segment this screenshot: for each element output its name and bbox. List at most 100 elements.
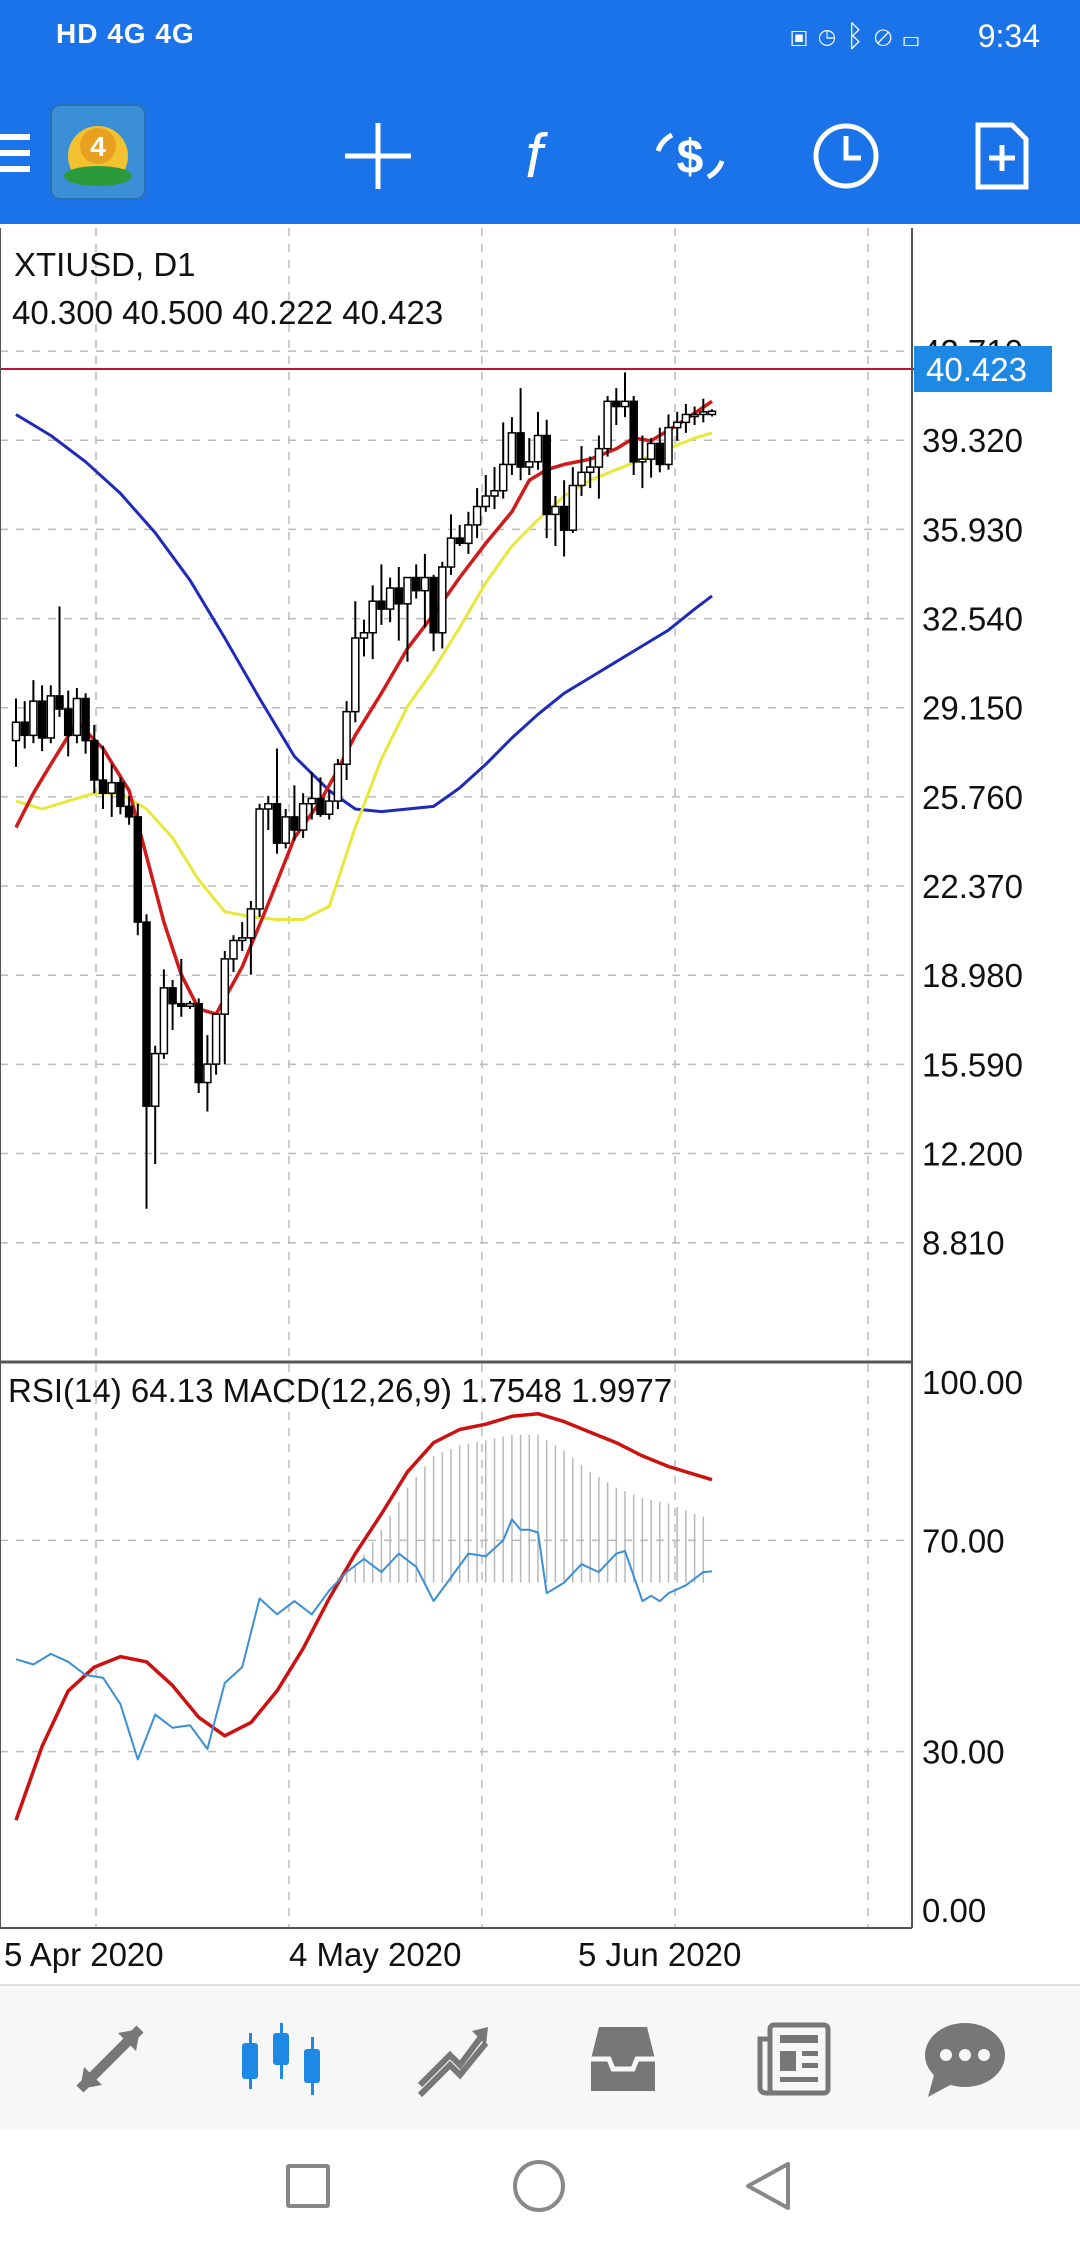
- price-tick-label: 29.150: [922, 690, 1023, 727]
- candle-body: [464, 524, 473, 545]
- chart-icon[interactable]: [231, 2014, 331, 2104]
- candle-body: [577, 471, 586, 487]
- candle-body: [672, 421, 682, 429]
- candle-body: [316, 797, 325, 815]
- candle-body: [603, 400, 612, 450]
- candle-body: [681, 413, 691, 424]
- status-bar: HD 4G 4G ▣◷ᛒ⊘▭ 9:34: [0, 0, 1080, 80]
- candle-body: [307, 797, 317, 805]
- candle-body: [81, 697, 90, 742]
- candle-body: [272, 802, 282, 844]
- candle-body: [446, 537, 456, 568]
- metatrader-logo[interactable]: 4: [50, 104, 146, 200]
- candle-body: [63, 708, 73, 737]
- chart-area[interactable]: 42.71039.32035.93032.54029.15025.76022.3…: [0, 224, 1080, 1984]
- candle-body: [411, 576, 421, 592]
- candle-body: [342, 710, 351, 766]
- candle-body: [168, 987, 177, 1005]
- candle-body: [533, 434, 543, 463]
- price-tick-label: 15.590: [922, 1046, 1023, 1083]
- back-button[interactable]: [742, 2160, 794, 2217]
- quotes-icon[interactable]: [60, 2014, 160, 2104]
- recents-button[interactable]: [286, 2164, 330, 2208]
- mid-moving-average: [15, 431, 713, 921]
- candle-body: [377, 600, 386, 610]
- crosshair-icon[interactable]: [338, 116, 418, 196]
- candle-body: [133, 816, 143, 923]
- candle-body: [359, 632, 369, 639]
- price-tick-label: 18.980: [922, 957, 1023, 994]
- price-chart[interactable]: 42.71039.32035.93032.54029.15025.76022.3…: [0, 224, 1080, 1984]
- candle-body: [699, 411, 708, 416]
- ohlc-label: 40.300 40.500 40.222 40.423: [12, 294, 443, 331]
- candle-body: [507, 432, 517, 466]
- candle-body: [107, 781, 116, 794]
- candle-body: [11, 721, 21, 742]
- candle-body: [229, 939, 238, 960]
- candle-body: [612, 400, 621, 408]
- indicator-tick-label: 100.00: [922, 1364, 1023, 1401]
- candle-body: [72, 697, 82, 737]
- candle-body: [664, 426, 673, 466]
- candle-body: [498, 463, 508, 492]
- candle-body: [142, 921, 151, 1107]
- indicators-icon[interactable]: f: [494, 116, 574, 196]
- network-status: HD 4G 4G: [56, 18, 195, 49]
- candle-body: [211, 1013, 221, 1065]
- candle-body: [37, 700, 47, 739]
- messages-icon[interactable]: [915, 2014, 1015, 2104]
- history-icon[interactable]: [573, 2014, 673, 2104]
- candle-body: [177, 1002, 186, 1007]
- date-tick-label: 5 Apr 2020: [4, 1936, 164, 1973]
- rsi-line: [15, 1518, 713, 1761]
- candle-body: [368, 600, 377, 634]
- battery-icon: ▭: [902, 20, 930, 53]
- candle-body: [46, 695, 56, 739]
- status-icons: ▣◷ᛒ⊘▭: [790, 20, 930, 54]
- candle-body: [333, 763, 343, 802]
- candle-body: [255, 808, 264, 910]
- candle-body: [298, 802, 308, 831]
- menu-icon[interactable]: [0, 134, 34, 174]
- candle-body: [351, 637, 360, 713]
- indicator-tick-label: 70.00: [922, 1522, 1005, 1559]
- app-toolbar: f $: [0, 80, 1080, 224]
- candle-body: [403, 576, 412, 605]
- price-tick-label: 35.930: [922, 511, 1023, 548]
- candle-body: [203, 1063, 212, 1084]
- candle-body: [90, 739, 99, 781]
- candle-body: [394, 587, 404, 605]
- svg-text:4: 4: [90, 131, 106, 162]
- candle-body: [55, 695, 64, 710]
- candle-body: [429, 576, 438, 634]
- trade-icon[interactable]: $: [650, 116, 730, 196]
- home-button[interactable]: [513, 2160, 565, 2212]
- candle-body: [324, 800, 334, 815]
- candle-body: [246, 908, 256, 939]
- bottom-navigation: [0, 1984, 1080, 2132]
- timeframe-icon[interactable]: [806, 116, 886, 196]
- candle-body: [29, 700, 38, 737]
- symbol-label: XTIUSD, D1: [14, 246, 196, 283]
- candle-body: [385, 587, 395, 610]
- candle-body: [551, 505, 560, 516]
- candle-body: [150, 1052, 160, 1107]
- system-navigation-bar: [0, 2130, 1080, 2244]
- alarm-icon: ◷: [818, 20, 846, 53]
- candle-body: [690, 413, 699, 418]
- indicator-label: RSI(14) 64.13 MACD(12,26,9) 1.7548 1.997…: [8, 1372, 672, 1409]
- candle-body: [472, 505, 482, 526]
- candle-body: [655, 442, 665, 466]
- new-order-icon[interactable]: [962, 116, 1042, 196]
- candle-body: [159, 987, 169, 1055]
- chart-left-border: [0, 228, 1, 1928]
- candle-body: [525, 461, 534, 468]
- trade-icon[interactable]: [402, 2014, 502, 2104]
- news-icon[interactable]: [744, 2014, 844, 2104]
- price-tick-label: 8.810: [922, 1225, 1005, 1262]
- candle-body: [594, 447, 604, 468]
- candle-body: [290, 816, 299, 831]
- candle-body: [281, 816, 290, 844]
- price-tick-label: 32.540: [922, 601, 1023, 638]
- current-price: 40.423: [926, 351, 1027, 388]
